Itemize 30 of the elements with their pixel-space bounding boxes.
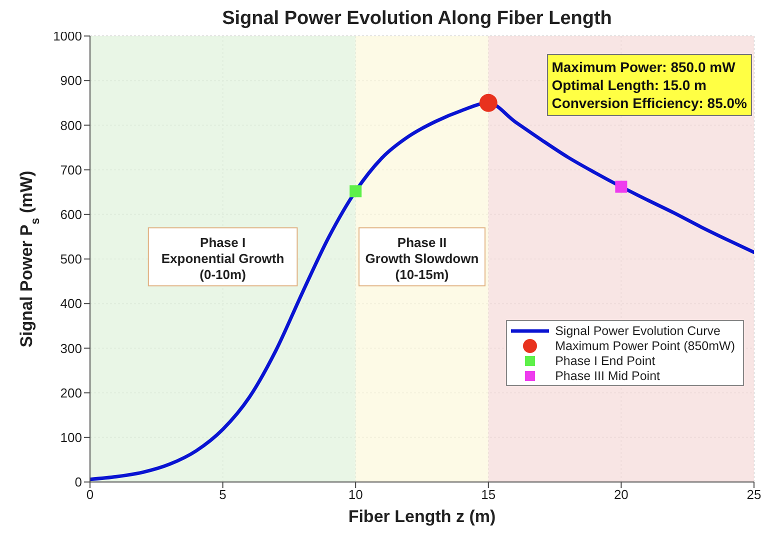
- x-tick-label: 15: [481, 487, 496, 502]
- legend-label: Maximum Power Point (850mW): [555, 338, 735, 352]
- legend-label: Phase III Mid Point: [555, 368, 660, 382]
- y-tick-label: 100: [60, 430, 82, 446]
- x-axis-title: Fiber Length z (m): [348, 507, 496, 526]
- legend-label: Signal Power Evolution Curve: [555, 324, 720, 338]
- y-tick-label: 900: [60, 73, 82, 88]
- y-tick-label: 400: [60, 296, 82, 312]
- y-tick-label: 600: [60, 207, 82, 222]
- annotation: Optimal Length: 15.0 m: [552, 76, 708, 94]
- annotation: Maximum Power: 850.0 mW: [552, 58, 736, 76]
- legend-label: Phase I End Point: [555, 354, 656, 368]
- point: [350, 185, 362, 198]
- y-tick-label: 0: [74, 474, 82, 490]
- y-tick-label: 800: [60, 118, 82, 133]
- annotation: Conversion Efficiency: 85.0%: [552, 94, 747, 112]
- y-tick-label: 200: [60, 385, 82, 400]
- point: [479, 94, 498, 112]
- x-tick-label: 20: [614, 487, 628, 502]
- x-tick-label: 5: [219, 487, 226, 502]
- y-tick-label: 300: [60, 340, 82, 356]
- x-tick-label: 25: [746, 487, 762, 502]
- chart-title: Signal Power Evolution Along Fiber Length: [222, 8, 612, 29]
- y-tick-label: 500: [60, 252, 82, 267]
- y-tick-label: 700: [60, 162, 82, 178]
- point: [615, 180, 628, 193]
- x-tick-label: 10: [348, 487, 363, 502]
- band-label: Phase II Growth Slowdown (10-15m): [365, 234, 479, 282]
- x-tick-label: 0: [86, 487, 94, 502]
- band-label: Phase I Exponential Growth (0-10m): [161, 234, 284, 282]
